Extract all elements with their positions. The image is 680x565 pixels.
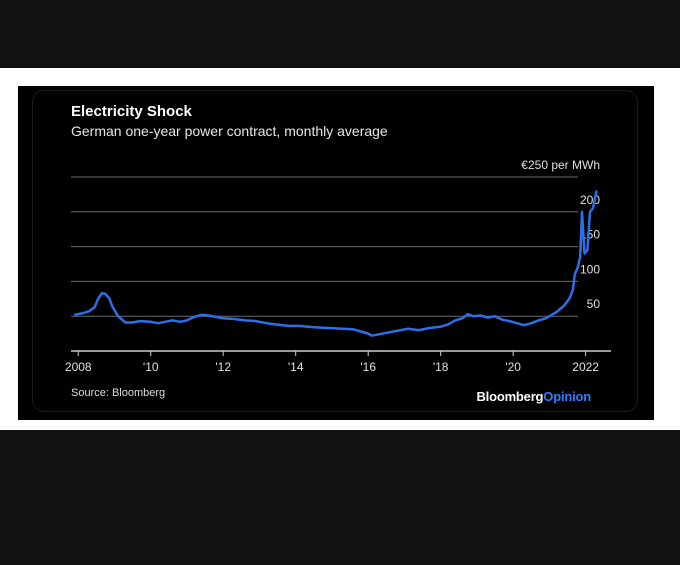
data-point: [548, 315, 551, 317]
data-point: [207, 314, 210, 317]
bloomberg-opinion-logo: BloombergOpinion: [476, 389, 591, 404]
data-point: [149, 320, 152, 323]
logo-accent: Opinion: [543, 389, 591, 404]
data-point: [467, 313, 469, 315]
data-point: [586, 249, 589, 251]
data-point: [479, 314, 482, 317]
data-point: [573, 273, 576, 276]
data-point: [124, 321, 127, 324]
data-point: [537, 319, 540, 322]
data-point: [222, 317, 225, 320]
data-point: [352, 328, 355, 331]
data-point: [131, 321, 134, 324]
data-point: [563, 304, 565, 307]
x-tick-label: 2022: [572, 360, 599, 374]
data-point: [233, 318, 235, 320]
y-tick-label: €250 per MWh: [521, 158, 600, 172]
data-point: [583, 252, 586, 255]
data-point: [360, 330, 362, 333]
data-point: [81, 312, 83, 315]
data-point: [313, 326, 315, 329]
data-point: [544, 317, 547, 320]
data-point: [93, 306, 96, 308]
data-point: [508, 320, 511, 322]
data-point: [579, 256, 581, 258]
data-point: [88, 310, 90, 313]
data-point: [342, 327, 344, 330]
data-point: [454, 319, 456, 322]
data-point: [555, 311, 558, 313]
data-point: [428, 327, 431, 329]
line-chart: €250 per MWh 200 150 100 50 2008 '10 '12 '14 '16 '…: [65, 158, 611, 374]
data-point: [461, 317, 464, 320]
data-point: [186, 319, 188, 322]
data-point: [592, 207, 594, 210]
data-point: [523, 324, 525, 327]
x-tick-label: 2008: [65, 360, 92, 374]
data-point: [193, 316, 196, 318]
data-point: [447, 323, 449, 326]
data-point: [378, 333, 380, 336]
logo-main: Bloomberg: [476, 389, 544, 404]
data-point: [111, 306, 114, 308]
data-point: [104, 293, 107, 295]
series-line: [74, 190, 598, 337]
data-point: [572, 288, 574, 291]
data-point: [117, 315, 119, 317]
data-point: [101, 292, 103, 295]
x-tick-label: '18: [433, 360, 449, 374]
chart-title: Electricity Shock: [71, 103, 192, 120]
data-point: [576, 266, 579, 269]
data-point: [530, 322, 533, 324]
data-point: [595, 190, 598, 192]
data-point: [276, 323, 279, 326]
x-tick-label: '16: [360, 360, 376, 374]
data-point: [157, 322, 159, 324]
data-point: [298, 325, 301, 327]
y-tick-label: 150: [580, 228, 600, 242]
y-tick-label: 100: [580, 262, 600, 276]
y-tick-label: 200: [580, 193, 600, 207]
data-point: [439, 325, 442, 328]
data-point: [265, 322, 268, 324]
data-point: [287, 325, 290, 327]
data-point: [200, 314, 203, 316]
data-point: [581, 211, 583, 213]
y-tick-label: 50: [587, 297, 601, 311]
source-note: Source: Bloomberg: [71, 387, 166, 399]
data-point: [494, 315, 496, 317]
data-point: [515, 322, 518, 324]
data-point: [73, 314, 76, 316]
data-point: [178, 320, 181, 323]
data-point: [407, 327, 409, 330]
x-tick-label: '10: [143, 360, 159, 374]
chart-panel: Electricity Shock German one-year power …: [32, 90, 638, 412]
x-tick-label: '12: [215, 360, 231, 374]
data-point: [501, 318, 504, 321]
chart-subtitle: German one-year power contract, monthly …: [71, 123, 388, 139]
chart-card: Electricity Shock German one-year power …: [18, 86, 654, 420]
data-point: [171, 319, 174, 322]
data-point: [486, 316, 489, 319]
x-tick-label: '20: [505, 360, 521, 374]
data-point: [589, 211, 591, 213]
data-point: [418, 329, 420, 331]
data-point: [97, 298, 99, 300]
data-point: [255, 320, 257, 322]
data-point: [367, 332, 369, 335]
data-point: [472, 315, 475, 317]
data-point: [389, 331, 391, 334]
data-point: [327, 327, 330, 329]
data-point: [244, 319, 246, 322]
data-point: [139, 320, 141, 322]
data-point: [371, 334, 373, 337]
data-point: [164, 320, 167, 323]
x-tick-label: '14: [288, 360, 304, 374]
data-point: [568, 298, 571, 300]
data-point: [215, 316, 217, 318]
data-point: [108, 297, 110, 299]
data-point: [399, 329, 402, 331]
